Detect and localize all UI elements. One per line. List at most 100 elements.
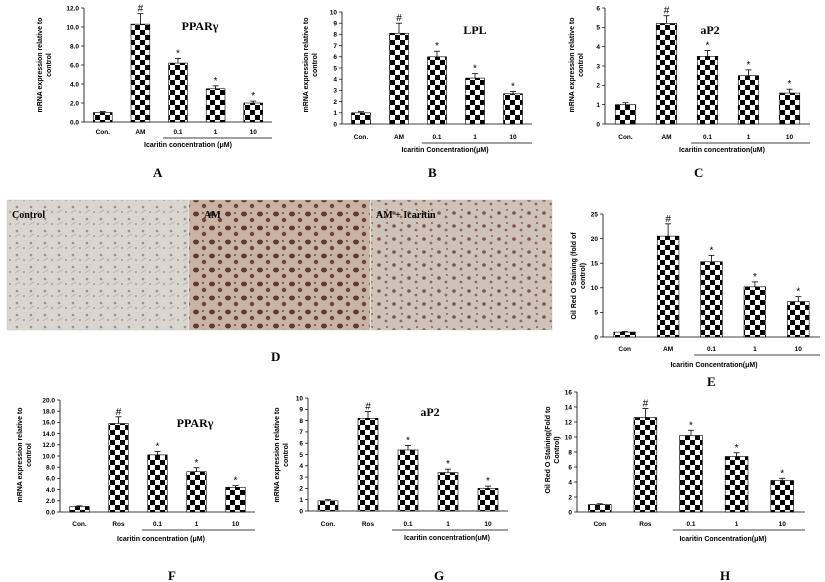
bar bbox=[317, 500, 339, 512]
y-tick-label: 7 bbox=[333, 43, 337, 50]
y-tick-label: 4.0 bbox=[70, 81, 79, 88]
category-label: Ros bbox=[362, 521, 375, 528]
x-axis-label: Icaritin concentration (μM) bbox=[144, 142, 232, 149]
bar bbox=[225, 487, 246, 513]
category-label: 10 bbox=[509, 134, 517, 141]
significance-mark: * bbox=[195, 458, 199, 469]
y-tick-label: 4 bbox=[333, 77, 337, 84]
y-tick-label: 0 bbox=[594, 334, 598, 341]
x-axis-label: Icaritin concentration (μM) bbox=[117, 536, 205, 543]
y-axis-label-line: mRNA expression relative to bbox=[274, 407, 281, 502]
category-label: Con. bbox=[321, 521, 336, 528]
y-tick-label: 7 bbox=[299, 429, 303, 436]
y-axis-label-line: Control) bbox=[554, 436, 561, 463]
bar bbox=[787, 301, 810, 338]
y-tick-label: 16 bbox=[565, 389, 573, 396]
y-axis-label-line: control) bbox=[580, 263, 587, 289]
y-tick-label: 5 bbox=[333, 65, 337, 72]
y-tick-label: 20.0 bbox=[42, 397, 55, 404]
significance-mark: * bbox=[446, 459, 450, 470]
significance-mark: # bbox=[116, 407, 122, 418]
y-tick-label: 8 bbox=[333, 32, 337, 39]
y-axis-label: Oil Red O Staining(Fold to Control) bbox=[545, 406, 561, 493]
y-tick-label: 2 bbox=[299, 486, 303, 493]
x-axis-label: Icaritin Concentration(μM) bbox=[401, 147, 488, 154]
category-label: 10 bbox=[232, 521, 240, 528]
bar bbox=[724, 456, 749, 513]
category-label: 0.1 bbox=[686, 521, 695, 528]
significance-mark: * bbox=[214, 76, 218, 87]
y-tick-label: 2 bbox=[568, 494, 572, 501]
y-tick-label: 0 bbox=[333, 121, 337, 128]
y-axis-label: mRNA expression relative to control bbox=[37, 17, 53, 112]
y-tick-label: 12 bbox=[565, 419, 573, 426]
category-label: Con bbox=[593, 521, 606, 528]
significance-mark: # bbox=[664, 6, 670, 17]
category-label: 0.1 bbox=[173, 129, 182, 136]
category-label: 10 bbox=[484, 521, 492, 528]
y-tick-label: 10 bbox=[565, 434, 573, 441]
significance-mark: # bbox=[138, 4, 144, 15]
y-tick-label: 9 bbox=[299, 407, 303, 414]
y-tick-label: 8 bbox=[568, 449, 572, 456]
significance-mark: * bbox=[788, 79, 792, 90]
bar bbox=[397, 449, 419, 512]
category-label: Ros bbox=[639, 521, 652, 528]
x-axis-label: Icaritin concentration(uM) bbox=[404, 535, 490, 542]
y-axis-label: Oil Red O Staining (fold of control) bbox=[571, 232, 587, 320]
y-tick-label: 6.0 bbox=[70, 62, 79, 69]
y-tick-label: 0.0 bbox=[46, 509, 55, 516]
y-tick-label: 10 bbox=[296, 395, 304, 402]
y-tick-label: 5 bbox=[299, 452, 303, 459]
significance-mark: * bbox=[406, 435, 410, 446]
y-axis-label-line: Oil Red O Staining(Fold to bbox=[545, 406, 552, 493]
y-tick-label: 1 bbox=[299, 497, 303, 504]
y-axis-label-line: mRNA expression relative to bbox=[37, 17, 44, 112]
y-axis-label-line: control bbox=[312, 53, 319, 77]
y-tick-label: 8 bbox=[299, 418, 303, 425]
chart-title: PPARγ bbox=[177, 416, 214, 430]
bar bbox=[696, 56, 719, 125]
significance-mark: * bbox=[706, 41, 710, 52]
bar bbox=[243, 102, 263, 123]
chart-c: 0 1 2 3 4 5 6 Con. # AM * 0.1 * 1 * 10 Icaritin concentr… bbox=[569, 5, 810, 154]
y-tick-label: 15 bbox=[591, 261, 599, 268]
category-label: 1 bbox=[753, 346, 757, 353]
category-label: 1 bbox=[747, 134, 751, 141]
significance-mark: * bbox=[473, 64, 477, 75]
y-tick-label: 8.0 bbox=[46, 465, 55, 472]
significance-mark: * bbox=[511, 82, 515, 93]
panel-letter-h: H bbox=[720, 568, 730, 582]
panel-letter-e: E bbox=[707, 374, 716, 389]
category-label: 0.1 bbox=[707, 346, 716, 353]
bar bbox=[743, 286, 767, 338]
y-axis-label: mRNA expression relative to control bbox=[274, 407, 290, 502]
category-label: Con. bbox=[354, 134, 369, 141]
category-label: AM bbox=[394, 134, 404, 141]
category-label: Ros bbox=[112, 521, 125, 528]
y-axis-label-line: control bbox=[578, 53, 585, 77]
y-axis-label-line: control bbox=[26, 443, 33, 467]
y-axis-label-line: mRNA expression relative to bbox=[569, 17, 576, 112]
panel-letter-g: G bbox=[434, 568, 444, 582]
x-axis-label: Icaritin concentration(uM) bbox=[679, 147, 765, 154]
chart-f: 0.0 2.0 4.0 6.0 8.0 10.0 12.0 14.0 16.0 18.0 20.0 C… bbox=[17, 397, 255, 543]
significance-mark: * bbox=[796, 287, 800, 298]
y-tick-label: 2 bbox=[596, 83, 600, 90]
bar bbox=[737, 75, 760, 125]
bar bbox=[205, 88, 226, 123]
category-label: 1 bbox=[473, 134, 477, 141]
category-label: 0.1 bbox=[703, 134, 712, 141]
chart-title: aP2 bbox=[420, 405, 439, 419]
significance-mark: * bbox=[156, 442, 160, 453]
bar bbox=[700, 261, 723, 338]
y-tick-label: 0 bbox=[596, 121, 600, 128]
y-tick-label: 14 bbox=[565, 404, 573, 411]
y-tick-label: 3 bbox=[596, 63, 600, 70]
y-axis-label-line: mRNA expression relative to bbox=[17, 407, 24, 502]
significance-mark: # bbox=[365, 402, 371, 413]
category-label: AM bbox=[661, 134, 671, 141]
y-axis-label: mRNA expression relative to control bbox=[569, 17, 585, 112]
panel-letter-d: D bbox=[271, 349, 280, 364]
category-label: 1 bbox=[446, 521, 450, 528]
